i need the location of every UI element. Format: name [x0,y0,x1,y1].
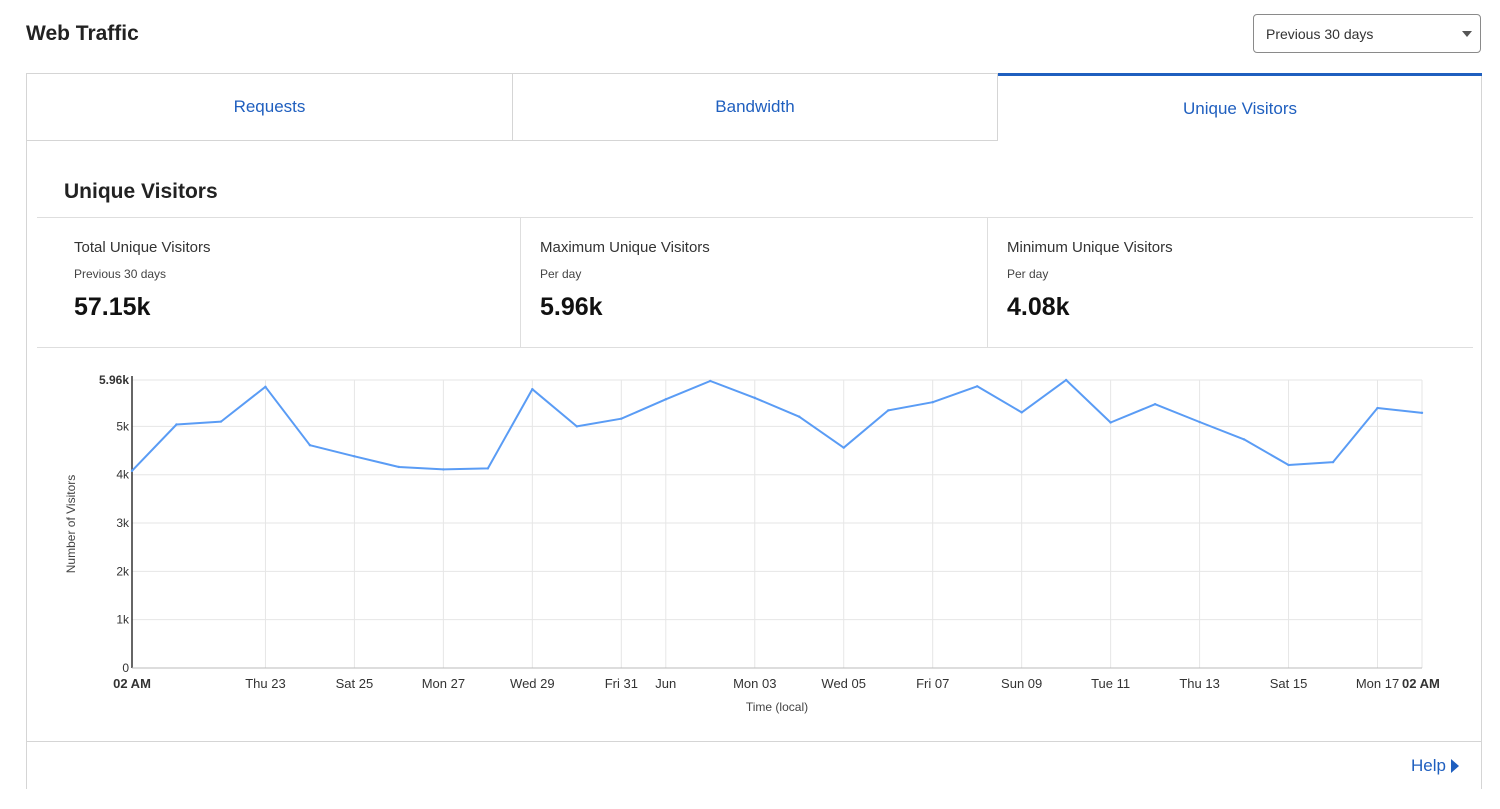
stat-label: Maximum Unique Visitors [540,239,710,256]
visitors-line-chart: 0 1k 2k 3k 4k 5k 5.96k 02 AM Thu 23 Sat 25 Mon 27 W… [64,373,1440,714]
x-tick-label: Mon 27 [422,676,465,691]
x-tick-label: Sat 15 [1270,676,1308,691]
y-tick-label: 5k [116,419,130,433]
stat-minimum: Minimum Unique Visitors Per day 4.08k [988,218,1473,347]
data-point [1331,460,1335,464]
data-point [486,467,490,470]
help-link[interactable]: Help [1411,756,1459,776]
data-point [1020,411,1023,414]
data-point [175,423,178,426]
page-title: Web Traffic [26,22,139,45]
data-point [1242,438,1246,441]
x-tick-label: Wed 29 [510,676,555,691]
x-tick-label: Tue 11 [1091,676,1130,691]
data-point [219,420,223,423]
tab-bandwidth[interactable]: Bandwidth [513,74,998,141]
data-point [130,469,134,473]
x-tick-label: Jun [655,676,676,691]
data-point [753,396,756,400]
caret-right-icon [1451,759,1459,773]
y-tick-label: 5.96k [99,373,129,387]
data-point [264,385,267,388]
data-point [353,455,356,458]
card-footer: Help [27,741,1481,789]
x-tick-label: Mon 03 [733,676,776,691]
x-tick-label: Sat 25 [336,676,374,691]
data-point [887,409,890,412]
stat-label: Total Unique Visitors [74,239,211,256]
data-point [1064,378,1068,382]
x-tick-label: 02 AM [1402,676,1440,691]
stat-sublabel: Per day [540,267,582,281]
y-tick-label: 4k [116,468,130,482]
data-point [1376,406,1379,410]
data-point [308,444,312,447]
stat-value: 57.15k [74,293,151,321]
data-point [531,387,534,391]
data-point [664,398,667,401]
stat-label: Minimum Unique Visitors [1007,239,1173,256]
data-point [442,468,445,471]
data-point [1287,463,1290,467]
data-point [620,417,623,420]
stat-sublabel: Previous 30 days [74,267,167,281]
data-point [1109,421,1112,424]
data-point [397,465,401,469]
tab-unique-visitors[interactable]: Unique Visitors [998,73,1482,141]
x-tick-label: Fri 31 [605,676,638,691]
help-label: Help [1411,756,1446,775]
x-tick-label: Fri 07 [916,676,949,691]
y-tick-label: 1k [116,613,130,627]
stat-maximum: Maximum Unique Visitors Per day 5.96k [521,218,988,347]
x-tick-label: Wed 05 [821,676,866,691]
data-point [709,379,712,383]
x-tick-label: Thu 13 [1179,676,1219,691]
x-tick-label: Thu 23 [245,676,285,691]
stat-value: 4.08k [1007,293,1070,321]
data-point [1198,420,1201,424]
x-tick-label: Mon 17 [1356,676,1399,691]
data-point [575,425,579,428]
x-tick-label: 02 AM [113,676,151,691]
stats-row: Total Unique Visitors Previous 30 days 5… [37,217,1473,348]
date-range-value: Previous 30 days [1266,25,1374,42]
y-tick-label: 3k [116,516,130,530]
data-point [931,401,934,404]
data-point [1153,402,1157,406]
stat-total: Total Unique Visitors Previous 30 days 5… [37,218,521,347]
section-title: Unique Visitors [64,180,218,203]
data-point [975,385,979,388]
stat-sublabel: Per day [1007,267,1049,281]
data-point [1420,411,1424,415]
stat-value: 5.96k [540,293,603,321]
data-point [842,446,845,449]
series-line [131,379,1423,472]
data-point [798,415,801,418]
tab-requests[interactable]: Requests [27,74,513,141]
chevron-down-icon [1462,31,1472,37]
traffic-card: Requests Bandwidth Unique Visitors Uniqu… [26,73,1482,789]
x-tick-label: Sun 09 [1001,676,1042,691]
y-axis-title: Number of Visitors [64,475,78,573]
date-range-select[interactable]: Previous 30 days [1253,14,1481,53]
y-tick-label: 0 [122,661,129,675]
y-tick-label: 2k [116,564,130,578]
x-axis-title: Time (local) [746,700,808,714]
